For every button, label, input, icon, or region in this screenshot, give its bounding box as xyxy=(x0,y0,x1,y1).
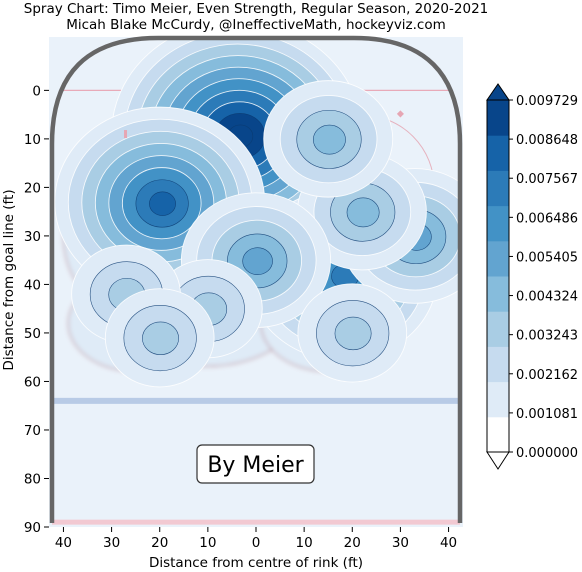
x-tick-label: 40 xyxy=(55,535,72,551)
colorbar-tick-label: 0.008648 xyxy=(516,133,578,148)
colorbar-tick-label: 0.001081 xyxy=(516,407,578,422)
annotation-text: By Meier xyxy=(207,453,304,478)
colorbar-band xyxy=(487,311,509,347)
density-hotspot xyxy=(297,283,408,383)
colorbar-tick-label: 0.005405 xyxy=(516,250,578,265)
x-tick-label: 20 xyxy=(344,535,361,551)
colorbar-frame xyxy=(486,99,510,453)
colorbar-tick-label: 0.004324 xyxy=(516,290,578,305)
y-tick-label: 60 xyxy=(24,374,41,390)
colorbar-tick-label: 0.000000 xyxy=(516,446,578,461)
y-axis-label: Distance from goal line (ft) xyxy=(1,189,17,370)
y-tick-label: 70 xyxy=(24,423,41,439)
annotation-box xyxy=(196,444,315,484)
colorbar-band xyxy=(487,416,509,453)
colorbar-tick-label: 0.007567 xyxy=(516,172,578,187)
x-tick-label: 30 xyxy=(103,535,120,551)
hash-mark xyxy=(396,110,404,118)
rink-boards-outline xyxy=(49,35,463,523)
x-tick-label: 30 xyxy=(392,535,409,551)
colorbar-extend-top xyxy=(486,83,510,101)
colorbar-tick-label: 0.002162 xyxy=(516,368,578,383)
y-tick-label: 20 xyxy=(24,180,41,196)
x-tick-label: 20 xyxy=(151,535,168,551)
colorbar: 0.009729 0.008648 0.007567 0.006486 0.005405… xyxy=(486,83,578,470)
colorbar-band xyxy=(487,135,509,171)
hash-mark xyxy=(124,130,128,139)
density-hotspot xyxy=(104,288,215,388)
colorbar-band xyxy=(487,240,509,277)
colorbar-band xyxy=(487,276,509,312)
colorbar-band xyxy=(487,100,509,136)
y-tick-label: 10 xyxy=(24,132,41,148)
colorbar-band xyxy=(487,170,509,207)
density-contour xyxy=(242,247,273,275)
colorbar-tick-label: 0.009729 xyxy=(516,94,578,109)
chart-title-line2: Micah Blake McCurdy, @IneffectiveMath, h… xyxy=(66,17,446,33)
colorbar-band xyxy=(487,205,509,242)
density-hotspot xyxy=(263,80,394,198)
x-tick-label: 40 xyxy=(440,535,457,551)
y-tick-label: 30 xyxy=(24,229,41,245)
y-tick-label: 80 xyxy=(24,471,41,487)
colorbar-extend-bottom xyxy=(486,451,510,470)
colorbar-tick-label: 0.003243 xyxy=(516,329,578,344)
density-contour xyxy=(334,316,372,351)
x-tick-label: 10 xyxy=(199,535,216,551)
y-tick-label: 40 xyxy=(24,277,41,293)
density-contour xyxy=(142,321,179,355)
colorbar-band xyxy=(487,381,509,418)
player-annotation: By Meier xyxy=(196,444,315,484)
density-contour xyxy=(312,124,346,155)
colorbar-band xyxy=(487,346,509,383)
chart-title-line1: Spray Chart: Timo Meier, Even Strength, … xyxy=(23,1,489,17)
blue-line xyxy=(52,397,460,404)
colorbar-tick-label: 0.006486 xyxy=(516,211,578,226)
density-contours xyxy=(54,38,460,388)
x-axis-label: Distance from centre of rink (ft) xyxy=(149,555,363,571)
y-tick-label: 0 xyxy=(32,83,41,99)
x-tick-label: 0 xyxy=(252,535,261,551)
density-contour xyxy=(149,191,176,216)
rink-boards xyxy=(49,35,463,523)
centre-red-line xyxy=(52,519,460,525)
y-axis-ticks: 0 10 20 30 40 50 60 70 80 90 xyxy=(24,83,49,536)
y-tick-label: 50 xyxy=(24,326,41,342)
density-contour xyxy=(346,197,380,228)
y-tick-label: 90 xyxy=(24,520,41,536)
x-axis-ticks: 40 30 20 10 0 10 20 30 40 xyxy=(55,527,457,551)
x-tick-label: 10 xyxy=(296,535,313,551)
